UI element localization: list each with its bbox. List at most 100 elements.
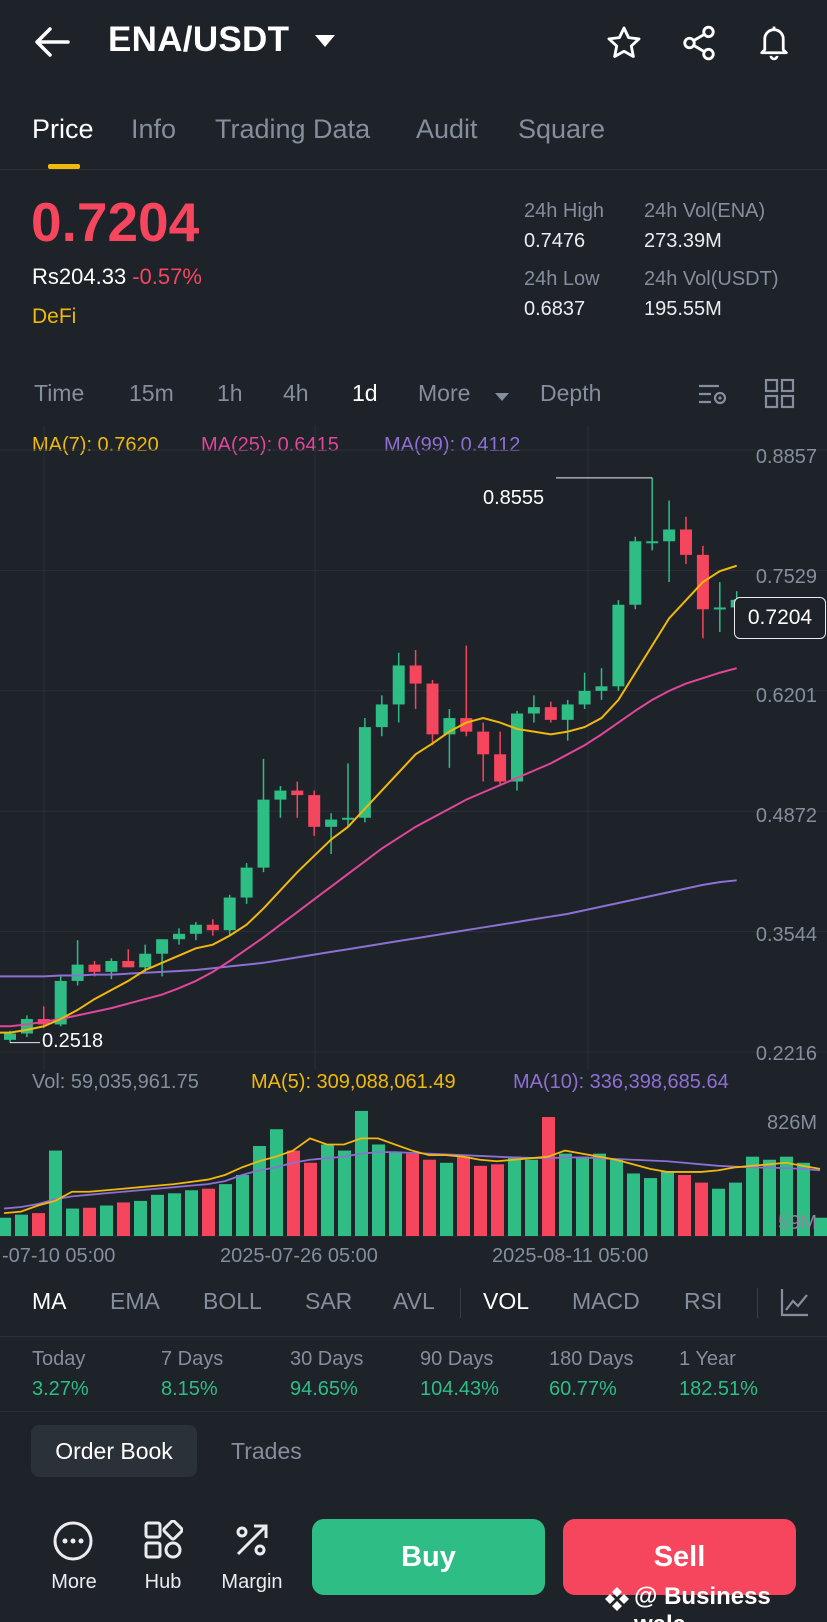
margin-button[interactable]: Margin bbox=[212, 1512, 292, 1602]
volume-bar bbox=[491, 1164, 504, 1236]
volume-bar bbox=[729, 1182, 742, 1236]
volume-bar bbox=[287, 1150, 300, 1236]
chart-settings-icon[interactable] bbox=[697, 380, 729, 413]
indicator-ema[interactable]: EMA bbox=[110, 1288, 160, 1314]
volume-bar bbox=[151, 1194, 164, 1236]
indicator-boll[interactable]: BOLL bbox=[203, 1288, 262, 1314]
timeframe-1h[interactable]: 1h bbox=[217, 380, 243, 406]
indicator-avl[interactable]: AVL bbox=[393, 1288, 435, 1314]
candle bbox=[713, 607, 726, 610]
tab-info[interactable]: Info bbox=[131, 114, 177, 144]
star-icon[interactable] bbox=[605, 24, 643, 67]
low-value: 0.6837 bbox=[524, 298, 586, 320]
volume-bar bbox=[644, 1178, 657, 1236]
volume-bar bbox=[304, 1162, 317, 1236]
volume-bar bbox=[185, 1190, 198, 1236]
candle bbox=[223, 897, 236, 931]
back-arrow-icon[interactable] bbox=[30, 22, 74, 62]
candle bbox=[511, 713, 523, 782]
indicator-rsi[interactable]: RSI bbox=[684, 1288, 723, 1314]
candle bbox=[105, 960, 118, 972]
tab-square[interactable]: Square bbox=[518, 114, 606, 144]
fiat-price-row: Rs204.33 -0.57% bbox=[32, 264, 202, 290]
candle bbox=[544, 707, 557, 720]
volume-bar bbox=[508, 1156, 521, 1236]
vol-ma5-legend: MA(5): 309,088,061.49 bbox=[251, 1071, 456, 1093]
tab-audit[interactable]: Audit bbox=[416, 114, 478, 144]
timeframe-depth[interactable]: Depth bbox=[540, 380, 602, 406]
candle bbox=[122, 960, 135, 968]
buy-button[interactable]: Buy bbox=[312, 1519, 545, 1595]
date-axis-label: 2025-08-11 05:00 bbox=[492, 1245, 649, 1267]
order-book-tab[interactable]: Order Book bbox=[31, 1425, 197, 1477]
pair-title[interactable]: ENA/USDT bbox=[108, 20, 290, 59]
price-axis-label: 0.7529 bbox=[755, 566, 817, 588]
perf-value: 8.15% bbox=[161, 1378, 218, 1400]
indicator-macd[interactable]: MACD bbox=[572, 1288, 640, 1314]
candle bbox=[595, 686, 608, 691]
volume-axis-label: 826M bbox=[766, 1112, 817, 1134]
volume-bar bbox=[678, 1174, 691, 1236]
candle bbox=[156, 939, 169, 954]
timeframe-time[interactable]: Time bbox=[34, 380, 85, 406]
volume-bar bbox=[338, 1150, 351, 1236]
section-divider bbox=[0, 1336, 827, 1337]
bell-icon[interactable] bbox=[755, 22, 793, 67]
indicator-sar[interactable]: SAR bbox=[305, 1288, 353, 1314]
tab-trading-data[interactable]: Trading Data bbox=[215, 114, 371, 144]
timeframe-4h[interactable]: 4h bbox=[283, 380, 309, 406]
indicator-vol[interactable]: VOL bbox=[483, 1288, 530, 1314]
vol-ma10-legend: MA(10): 336,398,685.64 bbox=[513, 1071, 729, 1093]
indicator-ma[interactable]: MA bbox=[32, 1288, 67, 1314]
candle bbox=[646, 541, 659, 544]
volume-chart[interactable] bbox=[0, 1100, 827, 1240]
price-axis-label: 0.2216 bbox=[755, 1043, 817, 1065]
candle bbox=[578, 690, 591, 705]
category-tag[interactable]: DeFi bbox=[32, 305, 77, 328]
candle bbox=[173, 933, 185, 940]
caret-down-icon[interactable] bbox=[314, 34, 336, 53]
layout-grid-icon[interactable] bbox=[764, 378, 796, 415]
candle bbox=[88, 964, 101, 972]
volume-bar bbox=[661, 1171, 674, 1236]
share-icon[interactable] bbox=[680, 24, 718, 67]
perf-label: 180 Days bbox=[549, 1348, 634, 1370]
volume-bar bbox=[559, 1153, 572, 1236]
low-marker-label: 0.2518 bbox=[42, 1030, 104, 1052]
candle bbox=[54, 980, 67, 1025]
price-change: -0.57% bbox=[132, 264, 202, 289]
volume-bar bbox=[270, 1129, 283, 1236]
margin-icon bbox=[232, 1520, 272, 1565]
hub-button[interactable]: Hub bbox=[123, 1512, 203, 1602]
perf-value: 182.51% bbox=[679, 1378, 758, 1400]
more-dots-icon bbox=[52, 1520, 94, 1567]
trades-tab[interactable]: Trades bbox=[231, 1438, 302, 1464]
low-label: 24h Low bbox=[524, 268, 600, 290]
more-caret-icon[interactable] bbox=[494, 389, 510, 407]
candlestick-chart[interactable] bbox=[0, 425, 827, 1070]
high-marker-label: 0.8555 bbox=[483, 487, 545, 509]
last-price: 0.7204 bbox=[31, 191, 200, 253]
volume-bar bbox=[814, 1217, 827, 1236]
fiat-price: Rs204.33 bbox=[32, 264, 127, 289]
indicator-settings-icon[interactable] bbox=[779, 1286, 811, 1323]
candle bbox=[4, 1033, 16, 1040]
tab-price[interactable]: Price bbox=[32, 114, 94, 144]
more-label: More bbox=[51, 1571, 97, 1593]
more-button[interactable]: More bbox=[34, 1512, 114, 1602]
timeframe-15m[interactable]: 15m bbox=[129, 380, 174, 406]
volume-bar bbox=[49, 1150, 62, 1236]
candle bbox=[257, 799, 270, 868]
volume-bar bbox=[0, 1217, 11, 1236]
timeframe-1d[interactable]: 1d bbox=[352, 380, 378, 406]
sell-button[interactable]: Sell bbox=[563, 1519, 796, 1595]
candle bbox=[392, 665, 405, 705]
volume-bar bbox=[746, 1156, 759, 1236]
ma99-line bbox=[0, 879, 737, 978]
section-divider bbox=[0, 1411, 827, 1412]
timeframe-more[interactable]: More bbox=[418, 380, 471, 406]
ma7-line bbox=[0, 564, 738, 1034]
high-label: 24h High bbox=[524, 200, 605, 222]
volume-bar bbox=[797, 1162, 810, 1236]
volume-bar bbox=[321, 1144, 334, 1236]
